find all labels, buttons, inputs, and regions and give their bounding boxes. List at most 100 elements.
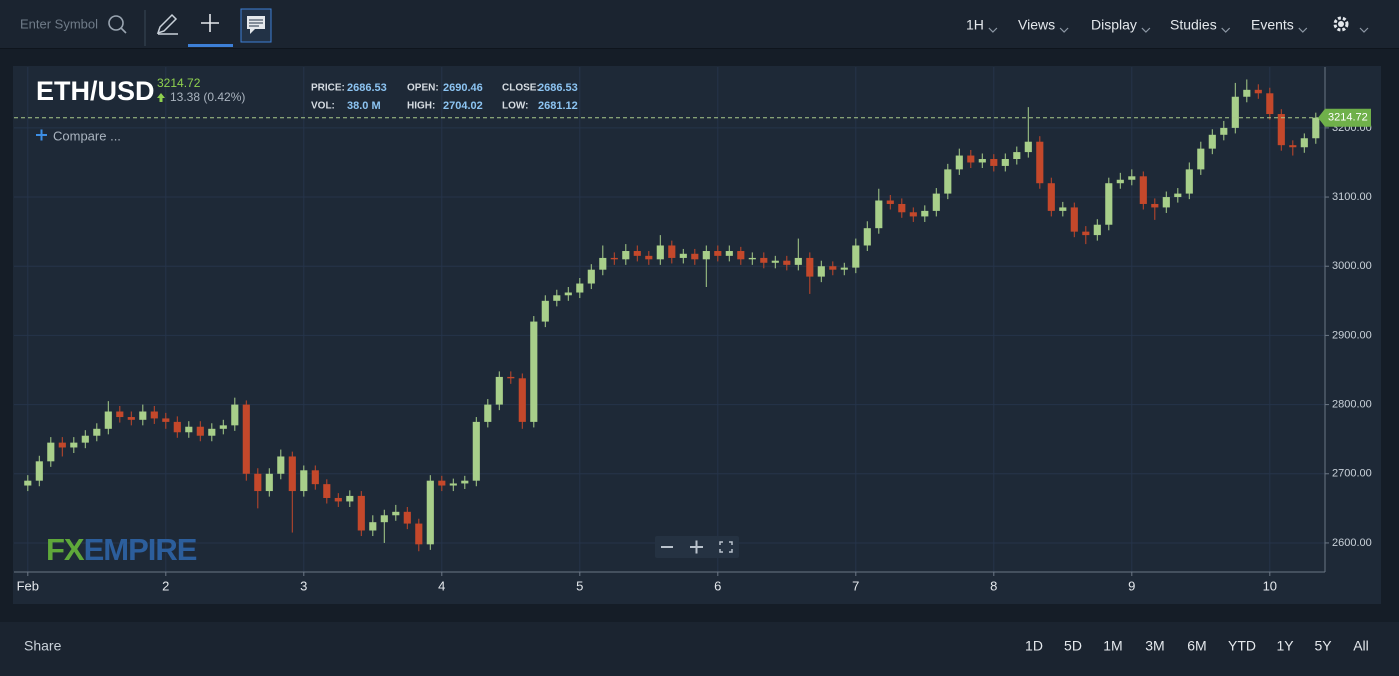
x-tick-label: 8 [990,578,997,593]
menu-item[interactable]: Display [1091,17,1137,33]
candle-body [1105,183,1113,225]
candle-body [932,193,940,211]
watermark-empire: EMPIRE [84,532,197,567]
candle-body [472,421,480,481]
compare[interactable]: Compare ... [53,128,121,143]
candle-body [1254,89,1262,94]
stat-value: 2686.53 [347,82,387,94]
range-button[interactable]: 5D [1064,638,1082,654]
candle-body [300,470,308,492]
annotation-tool[interactable] [240,8,272,43]
range-button[interactable]: 3M [1145,638,1164,654]
zoom-controls [655,536,739,558]
menu-item[interactable]: Studies [1170,17,1217,33]
range-button[interactable]: All [1353,638,1369,654]
price-tag-label: 3214.72 [1328,112,1368,124]
menu-item[interactable]: 1H [966,17,984,33]
search-icon[interactable] [108,15,127,34]
candle-body [1289,145,1297,148]
zoom-in[interactable] [690,540,703,554]
candle-body [829,266,837,270]
footer [0,622,1399,676]
candle-body [70,442,78,448]
settings-menu[interactable] [1333,16,1369,33]
candle-body [58,442,66,448]
toolbar [0,0,1399,48]
menu-item[interactable]: Events [1251,17,1294,33]
stat-label: VOL: [311,101,335,112]
candle-body [1231,96,1239,128]
candle-body [24,480,32,486]
menu-chevron [1141,27,1151,33]
fullscreen[interactable] [719,541,733,553]
range-button[interactable]: 1Y [1276,638,1294,654]
candle-body [1277,114,1285,146]
candle-body [449,483,457,486]
stat-label: CLOSE: [502,83,540,94]
candle-body [587,269,595,284]
crosshair-tool[interactable] [201,14,219,32]
candle-body [1013,152,1021,160]
candle-body [622,251,630,260]
candle-body [553,295,561,301]
candle-body [1082,231,1090,236]
candle-body [886,200,894,204]
candle-body [541,300,549,322]
menu-bar: 1H Views Display Studies Events [966,17,1308,33]
candle-body [403,511,411,524]
candle-body [1197,148,1205,170]
x-tick-label: 3 [300,578,307,593]
candle-body [323,484,331,498]
candle-body [369,522,377,531]
x-tick-label: 5 [576,578,583,593]
candle-body [955,155,963,170]
price-change: 13.38 (0.42%) [170,90,245,104]
stat-label: PRICE: [311,83,345,94]
candle-body [507,376,515,379]
draw-tool[interactable] [156,13,178,35]
candle-body [990,159,998,166]
range-button[interactable]: 1D [1025,638,1043,654]
watermark: FXEMPIRE [46,532,197,567]
candle-body [1162,197,1170,208]
candle-body [311,470,319,485]
menu-item[interactable]: Views [1018,17,1055,33]
candle-body [1116,179,1124,184]
range-button[interactable]: 6M [1187,638,1206,654]
y-tick-label: 3000.00 [1332,260,1372,272]
y-tick-label: 2800.00 [1332,398,1372,410]
symbol: ETH/USD [36,76,155,106]
candle-body [760,257,768,263]
share[interactable]: Share [24,638,62,654]
stat-label: LOW: [502,101,528,112]
candle-body [219,425,227,429]
compare-icon[interactable] [36,129,47,141]
range-button[interactable]: 5Y [1314,638,1332,654]
candle-body [863,228,871,246]
candle-body [1059,207,1067,211]
candle-body [794,257,802,265]
candle-body [898,203,906,213]
candle-body [967,155,975,163]
candle-body [334,497,342,502]
candle-body [127,417,135,420]
candle-body [1024,141,1032,153]
candle-body [242,404,250,474]
candle-body [231,404,239,426]
menu-chevron [1298,27,1308,33]
x-tick-label: 2 [162,578,169,593]
candle-body [518,378,526,422]
candle-body [47,442,55,462]
candle-body [415,523,423,545]
x-tick-label: 7 [852,578,859,593]
range-button[interactable]: 1M [1103,638,1122,654]
candle-body [81,435,89,443]
plot [14,67,1325,572]
candle-body [645,255,653,260]
range-button[interactable]: YTD [1228,638,1256,654]
candle-body [748,257,756,260]
stat-value: 2690.46 [443,82,483,94]
symbol-search[interactable]: Enter Symbol [20,16,98,31]
candle-body [495,376,503,405]
candle-body [1300,138,1308,148]
